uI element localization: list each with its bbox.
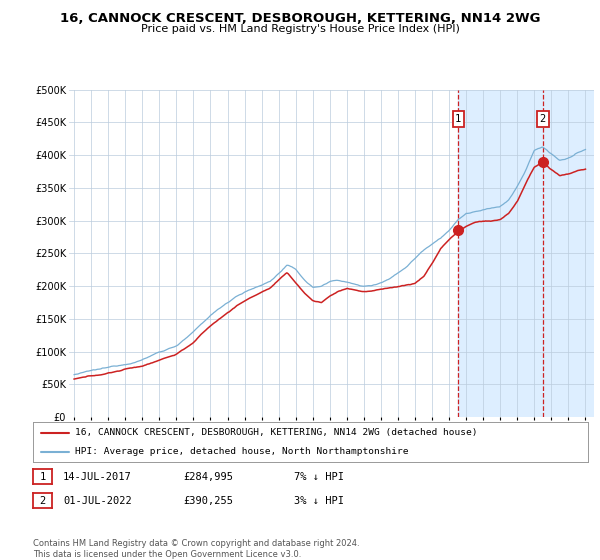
Text: 1: 1	[455, 114, 461, 124]
Text: Price paid vs. HM Land Registry's House Price Index (HPI): Price paid vs. HM Land Registry's House …	[140, 24, 460, 34]
Text: 7% ↓ HPI: 7% ↓ HPI	[294, 472, 344, 482]
Bar	[458, 90, 594, 417]
Text: £284,995: £284,995	[183, 472, 233, 482]
Text: 1: 1	[40, 472, 46, 482]
Text: 01-JUL-2022: 01-JUL-2022	[63, 496, 132, 506]
Text: HPI: Average price, detached house, North Northamptonshire: HPI: Average price, detached house, Nort…	[74, 447, 408, 456]
Text: £390,255: £390,255	[183, 496, 233, 506]
Text: 14-JUL-2017: 14-JUL-2017	[63, 472, 132, 482]
Text: 16, CANNOCK CRESCENT, DESBOROUGH, KETTERING, NN14 2WG: 16, CANNOCK CRESCENT, DESBOROUGH, KETTER…	[60, 12, 540, 25]
Text: 2: 2	[40, 496, 46, 506]
Text: 2: 2	[540, 114, 546, 124]
Text: 3% ↓ HPI: 3% ↓ HPI	[294, 496, 344, 506]
Text: 16, CANNOCK CRESCENT, DESBOROUGH, KETTERING, NN14 2WG (detached house): 16, CANNOCK CRESCENT, DESBOROUGH, KETTER…	[74, 428, 477, 437]
Text: Contains HM Land Registry data © Crown copyright and database right 2024.
This d: Contains HM Land Registry data © Crown c…	[33, 539, 359, 559]
